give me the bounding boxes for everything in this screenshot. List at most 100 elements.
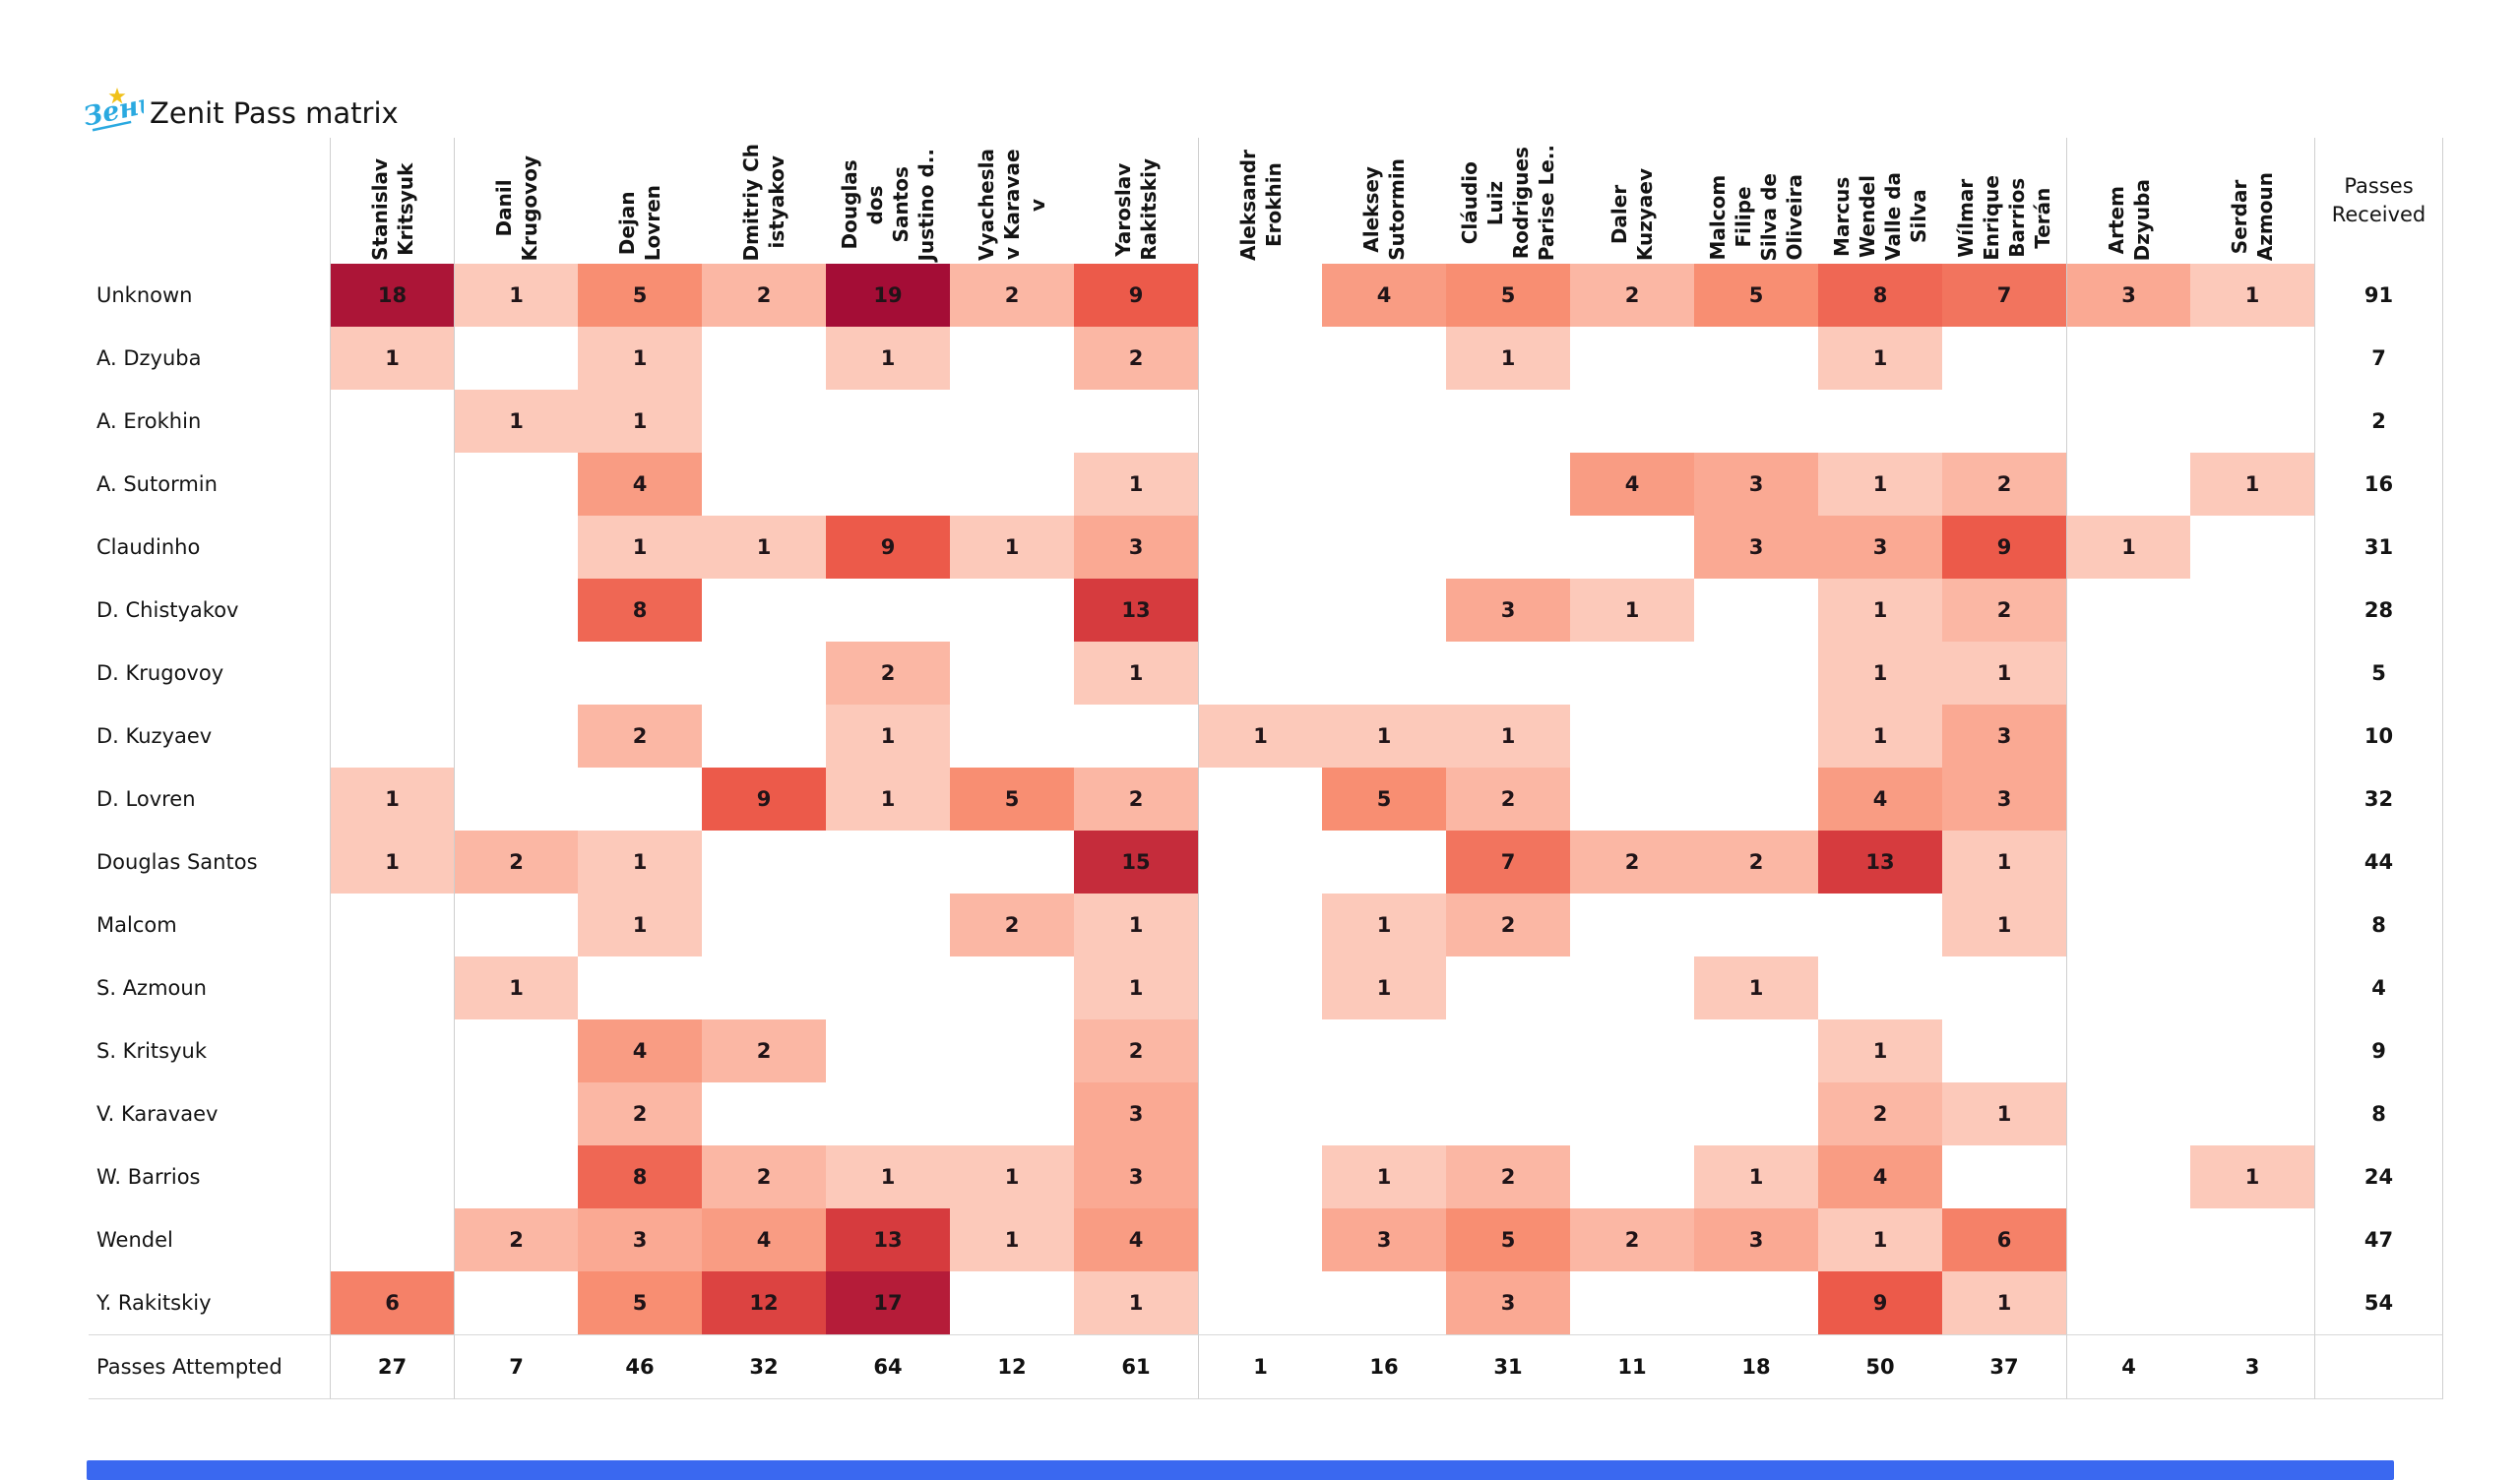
matrix-cell xyxy=(1570,1271,1694,1334)
column-header-label: Yaroslav Rakitskiy xyxy=(1111,158,1161,261)
matrix-cell xyxy=(702,327,826,390)
matrix-cell: 2 xyxy=(1570,831,1694,894)
matrix-cell xyxy=(2066,453,2190,516)
passes-attempted-value: 1 xyxy=(1198,1334,1322,1399)
matrix-cell: 2 xyxy=(826,642,950,705)
matrix-cell: 1 xyxy=(1942,831,2066,894)
matrix-cell xyxy=(1198,1019,1322,1082)
matrix-cell: 2 xyxy=(1074,768,1198,831)
column-header: Aleksandr Erokhin xyxy=(1198,138,1322,264)
matrix-cell: 1 xyxy=(950,516,1074,579)
matrix-cell: 1 xyxy=(2190,264,2314,327)
matrix-cell xyxy=(826,1082,950,1145)
row-label: D. Kuzyaev xyxy=(96,724,213,748)
matrix-cell: 1 xyxy=(1818,1208,1942,1271)
matrix-cell: 15 xyxy=(1074,831,1198,894)
column-header: Serdar Azmoun xyxy=(2190,138,2314,264)
matrix-cell: 1 xyxy=(1942,894,2066,956)
matrix-cell xyxy=(826,1019,950,1082)
column-header: Stanislav Kritsyuk xyxy=(330,138,454,264)
matrix-cell xyxy=(330,579,454,642)
passes-attempted-value: 27 xyxy=(330,1334,454,1399)
matrix-cell: 3 xyxy=(1446,1271,1570,1334)
column-header-label: Danil Krugovoy xyxy=(491,154,541,261)
matrix-cell xyxy=(454,768,578,831)
matrix-cell xyxy=(454,516,578,579)
matrix-cell: 1 xyxy=(454,264,578,327)
row-label: Y. Rakitskiy xyxy=(96,1291,212,1315)
matrix-cell xyxy=(1198,768,1322,831)
matrix-cell xyxy=(2190,579,2314,642)
column-header-label: Douglas dos Santos Justino d.. xyxy=(838,148,938,261)
column-header: Yaroslav Rakitskiy xyxy=(1074,138,1198,264)
column-header-label: Vyachesla v Karavae v xyxy=(975,149,1049,261)
matrix-cell xyxy=(950,390,1074,453)
matrix-cell xyxy=(950,1019,1074,1082)
matrix-cell xyxy=(454,579,578,642)
matrix-cell: 5 xyxy=(1694,264,1818,327)
matrix-cell xyxy=(330,1208,454,1271)
matrix-cell: 1 xyxy=(578,390,702,453)
matrix-cell xyxy=(2066,1082,2190,1145)
column-header: Malcom Filipe Silva de Oliveira xyxy=(1694,138,1818,264)
passes-attempted-value: 4 xyxy=(2066,1334,2190,1399)
matrix-cell: 6 xyxy=(1942,1208,2066,1271)
matrix-cell xyxy=(950,705,1074,768)
row-label: D. Krugovoy xyxy=(96,661,224,685)
matrix-cell xyxy=(950,642,1074,705)
star-icon xyxy=(108,88,126,104)
matrix-cell xyxy=(454,327,578,390)
column-header-label: Dejan Lovren xyxy=(615,184,664,261)
passes-received-value: 2 xyxy=(2314,390,2443,453)
passes-attempted-value: 61 xyxy=(1074,1334,1198,1399)
passes-received-value: 8 xyxy=(2314,1082,2443,1145)
matrix-cell xyxy=(826,831,950,894)
matrix-cell: 2 xyxy=(1942,579,2066,642)
row-label: A. Sutormin xyxy=(96,472,218,496)
matrix-cell: 2 xyxy=(1074,1019,1198,1082)
matrix-cell: 4 xyxy=(702,1208,826,1271)
column-header: Aleksey Sutormin xyxy=(1322,138,1446,264)
matrix-cell: 1 xyxy=(1570,579,1694,642)
matrix-cell xyxy=(702,705,826,768)
matrix-cell xyxy=(1446,1082,1570,1145)
matrix-cell xyxy=(950,327,1074,390)
row-label: Malcom xyxy=(96,913,177,937)
zenit-logo-graphic: Зенит xyxy=(81,82,188,133)
matrix-cell xyxy=(950,1082,1074,1145)
passes-attempted-label: Passes Attempted xyxy=(89,1334,330,1399)
matrix-cell: 1 xyxy=(1074,1271,1198,1334)
matrix-cell xyxy=(330,705,454,768)
matrix-cell: 7 xyxy=(1446,831,1570,894)
matrix-cell xyxy=(950,1271,1074,1334)
matrix-cell xyxy=(1322,453,1446,516)
matrix-cell xyxy=(702,1082,826,1145)
matrix-cell xyxy=(330,642,454,705)
matrix-cell xyxy=(950,453,1074,516)
passes-received-header: Passes Received xyxy=(2314,138,2443,264)
matrix-cell xyxy=(1694,1271,1818,1334)
matrix-cell: 1 xyxy=(1694,1145,1818,1208)
horizontal-scrollbar[interactable] xyxy=(87,1460,2394,1480)
matrix-cell xyxy=(578,642,702,705)
matrix-cell: 1 xyxy=(454,956,578,1019)
matrix-cell: 1 xyxy=(1818,453,1942,516)
passes-received-value: 8 xyxy=(2314,894,2443,956)
matrix-cell: 1 xyxy=(1818,579,1942,642)
matrix-cell: 9 xyxy=(702,768,826,831)
matrix-cell xyxy=(702,390,826,453)
matrix-cell xyxy=(1570,894,1694,956)
matrix-cell: 2 xyxy=(1570,264,1694,327)
matrix-cell: 17 xyxy=(826,1271,950,1334)
matrix-cell xyxy=(1322,642,1446,705)
matrix-cell xyxy=(330,390,454,453)
zenit-underline xyxy=(92,120,132,132)
row-label: W. Barrios xyxy=(96,1165,201,1189)
matrix-cell: 1 xyxy=(826,705,950,768)
matrix-cell: 1 xyxy=(578,831,702,894)
matrix-cell xyxy=(2066,1208,2190,1271)
matrix-cell xyxy=(1322,579,1446,642)
passes-received-value: 44 xyxy=(2314,831,2443,894)
passes-attempted-value: 3 xyxy=(2190,1334,2314,1399)
matrix-cell xyxy=(2190,1082,2314,1145)
